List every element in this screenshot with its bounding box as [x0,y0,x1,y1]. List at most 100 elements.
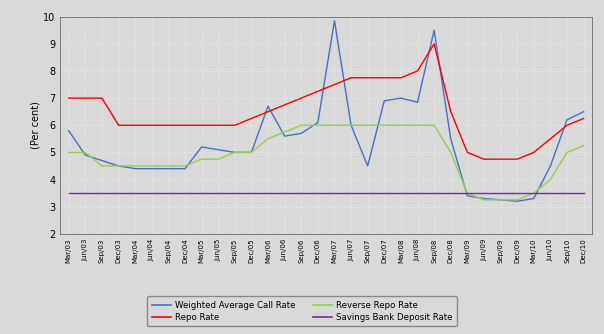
Repo Rate [82,96,89,100]
Repo Rate [248,117,255,121]
Savings Bank Deposit Rate [265,191,272,195]
Weighted Average Call Rate [497,198,504,202]
Repo Rate [364,76,371,80]
Savings Bank Deposit Rate [414,191,421,195]
Repo Rate [381,76,388,80]
Weighted Average Call Rate [82,153,89,157]
Savings Bank Deposit Rate [464,191,471,195]
Reverse Repo Rate [431,123,438,127]
Reverse Repo Rate [265,137,272,141]
Savings Bank Deposit Rate [281,191,288,195]
Repo Rate [497,157,504,161]
Repo Rate [397,76,405,80]
Savings Bank Deposit Rate [580,191,587,195]
Reverse Repo Rate [447,150,454,154]
Weighted Average Call Rate [414,100,421,104]
Repo Rate [132,123,139,127]
Weighted Average Call Rate [298,131,305,135]
Weighted Average Call Rate [198,145,205,149]
Weighted Average Call Rate [148,167,155,171]
Reverse Repo Rate [564,150,571,154]
Weighted Average Call Rate [513,199,521,203]
Weighted Average Call Rate [65,129,72,133]
Weighted Average Call Rate [115,164,122,168]
Legend: Weighted Average Call Rate, Repo Rate, Reverse Repo Rate, Savings Bank Deposit R: Weighted Average Call Rate, Repo Rate, R… [147,296,457,326]
Repo Rate [115,123,122,127]
Reverse Repo Rate [98,164,106,168]
Weighted Average Call Rate [564,118,571,122]
Repo Rate [231,123,239,127]
Savings Bank Deposit Rate [181,191,188,195]
Reverse Repo Rate [331,123,338,127]
Reverse Repo Rate [248,150,255,154]
Savings Bank Deposit Rate [331,191,338,195]
Weighted Average Call Rate [431,28,438,32]
Repo Rate [198,123,205,127]
Reverse Repo Rate [314,123,321,127]
Repo Rate [447,110,454,114]
Weighted Average Call Rate [547,164,554,168]
Line: Weighted Average Call Rate: Weighted Average Call Rate [69,21,583,201]
Weighted Average Call Rate [580,110,587,114]
Repo Rate [214,123,222,127]
Weighted Average Call Rate [98,159,106,163]
Reverse Repo Rate [414,123,421,127]
Savings Bank Deposit Rate [115,191,122,195]
Reverse Repo Rate [580,144,587,148]
Savings Bank Deposit Rate [198,191,205,195]
Weighted Average Call Rate [214,148,222,152]
Reverse Repo Rate [65,150,72,154]
Savings Bank Deposit Rate [564,191,571,195]
Weighted Average Call Rate [347,123,355,127]
Reverse Repo Rate [181,164,188,168]
Reverse Repo Rate [397,123,405,127]
Repo Rate [314,89,321,93]
Reverse Repo Rate [132,164,139,168]
Savings Bank Deposit Rate [82,191,89,195]
Savings Bank Deposit Rate [132,191,139,195]
Weighted Average Call Rate [530,196,538,200]
Reverse Repo Rate [381,123,388,127]
Reverse Repo Rate [464,191,471,195]
Savings Bank Deposit Rate [248,191,255,195]
Weighted Average Call Rate [231,150,239,154]
Weighted Average Call Rate [165,167,172,171]
Savings Bank Deposit Rate [530,191,538,195]
Savings Bank Deposit Rate [513,191,521,195]
Savings Bank Deposit Rate [447,191,454,195]
Weighted Average Call Rate [265,104,272,108]
Savings Bank Deposit Rate [431,191,438,195]
Reverse Repo Rate [148,164,155,168]
Repo Rate [98,96,106,100]
Repo Rate [530,150,538,154]
Repo Rate [281,103,288,107]
Reverse Repo Rate [214,157,222,161]
Repo Rate [414,69,421,73]
Savings Bank Deposit Rate [397,191,405,195]
Savings Bank Deposit Rate [347,191,355,195]
Reverse Repo Rate [347,123,355,127]
Reverse Repo Rate [198,157,205,161]
Reverse Repo Rate [231,150,239,154]
Weighted Average Call Rate [248,150,255,154]
Weighted Average Call Rate [464,194,471,198]
Savings Bank Deposit Rate [298,191,305,195]
Savings Bank Deposit Rate [381,191,388,195]
Weighted Average Call Rate [181,167,188,171]
Repo Rate [165,123,172,127]
Reverse Repo Rate [165,164,172,168]
Savings Bank Deposit Rate [231,191,239,195]
Y-axis label: (Per cent): (Per cent) [31,101,40,149]
Savings Bank Deposit Rate [480,191,487,195]
Savings Bank Deposit Rate [214,191,222,195]
Repo Rate [431,42,438,46]
Weighted Average Call Rate [480,196,487,200]
Weighted Average Call Rate [447,137,454,141]
Repo Rate [331,82,338,87]
Savings Bank Deposit Rate [165,191,172,195]
Weighted Average Call Rate [331,19,338,23]
Reverse Repo Rate [281,130,288,134]
Repo Rate [347,76,355,80]
Repo Rate [265,110,272,114]
Savings Bank Deposit Rate [65,191,72,195]
